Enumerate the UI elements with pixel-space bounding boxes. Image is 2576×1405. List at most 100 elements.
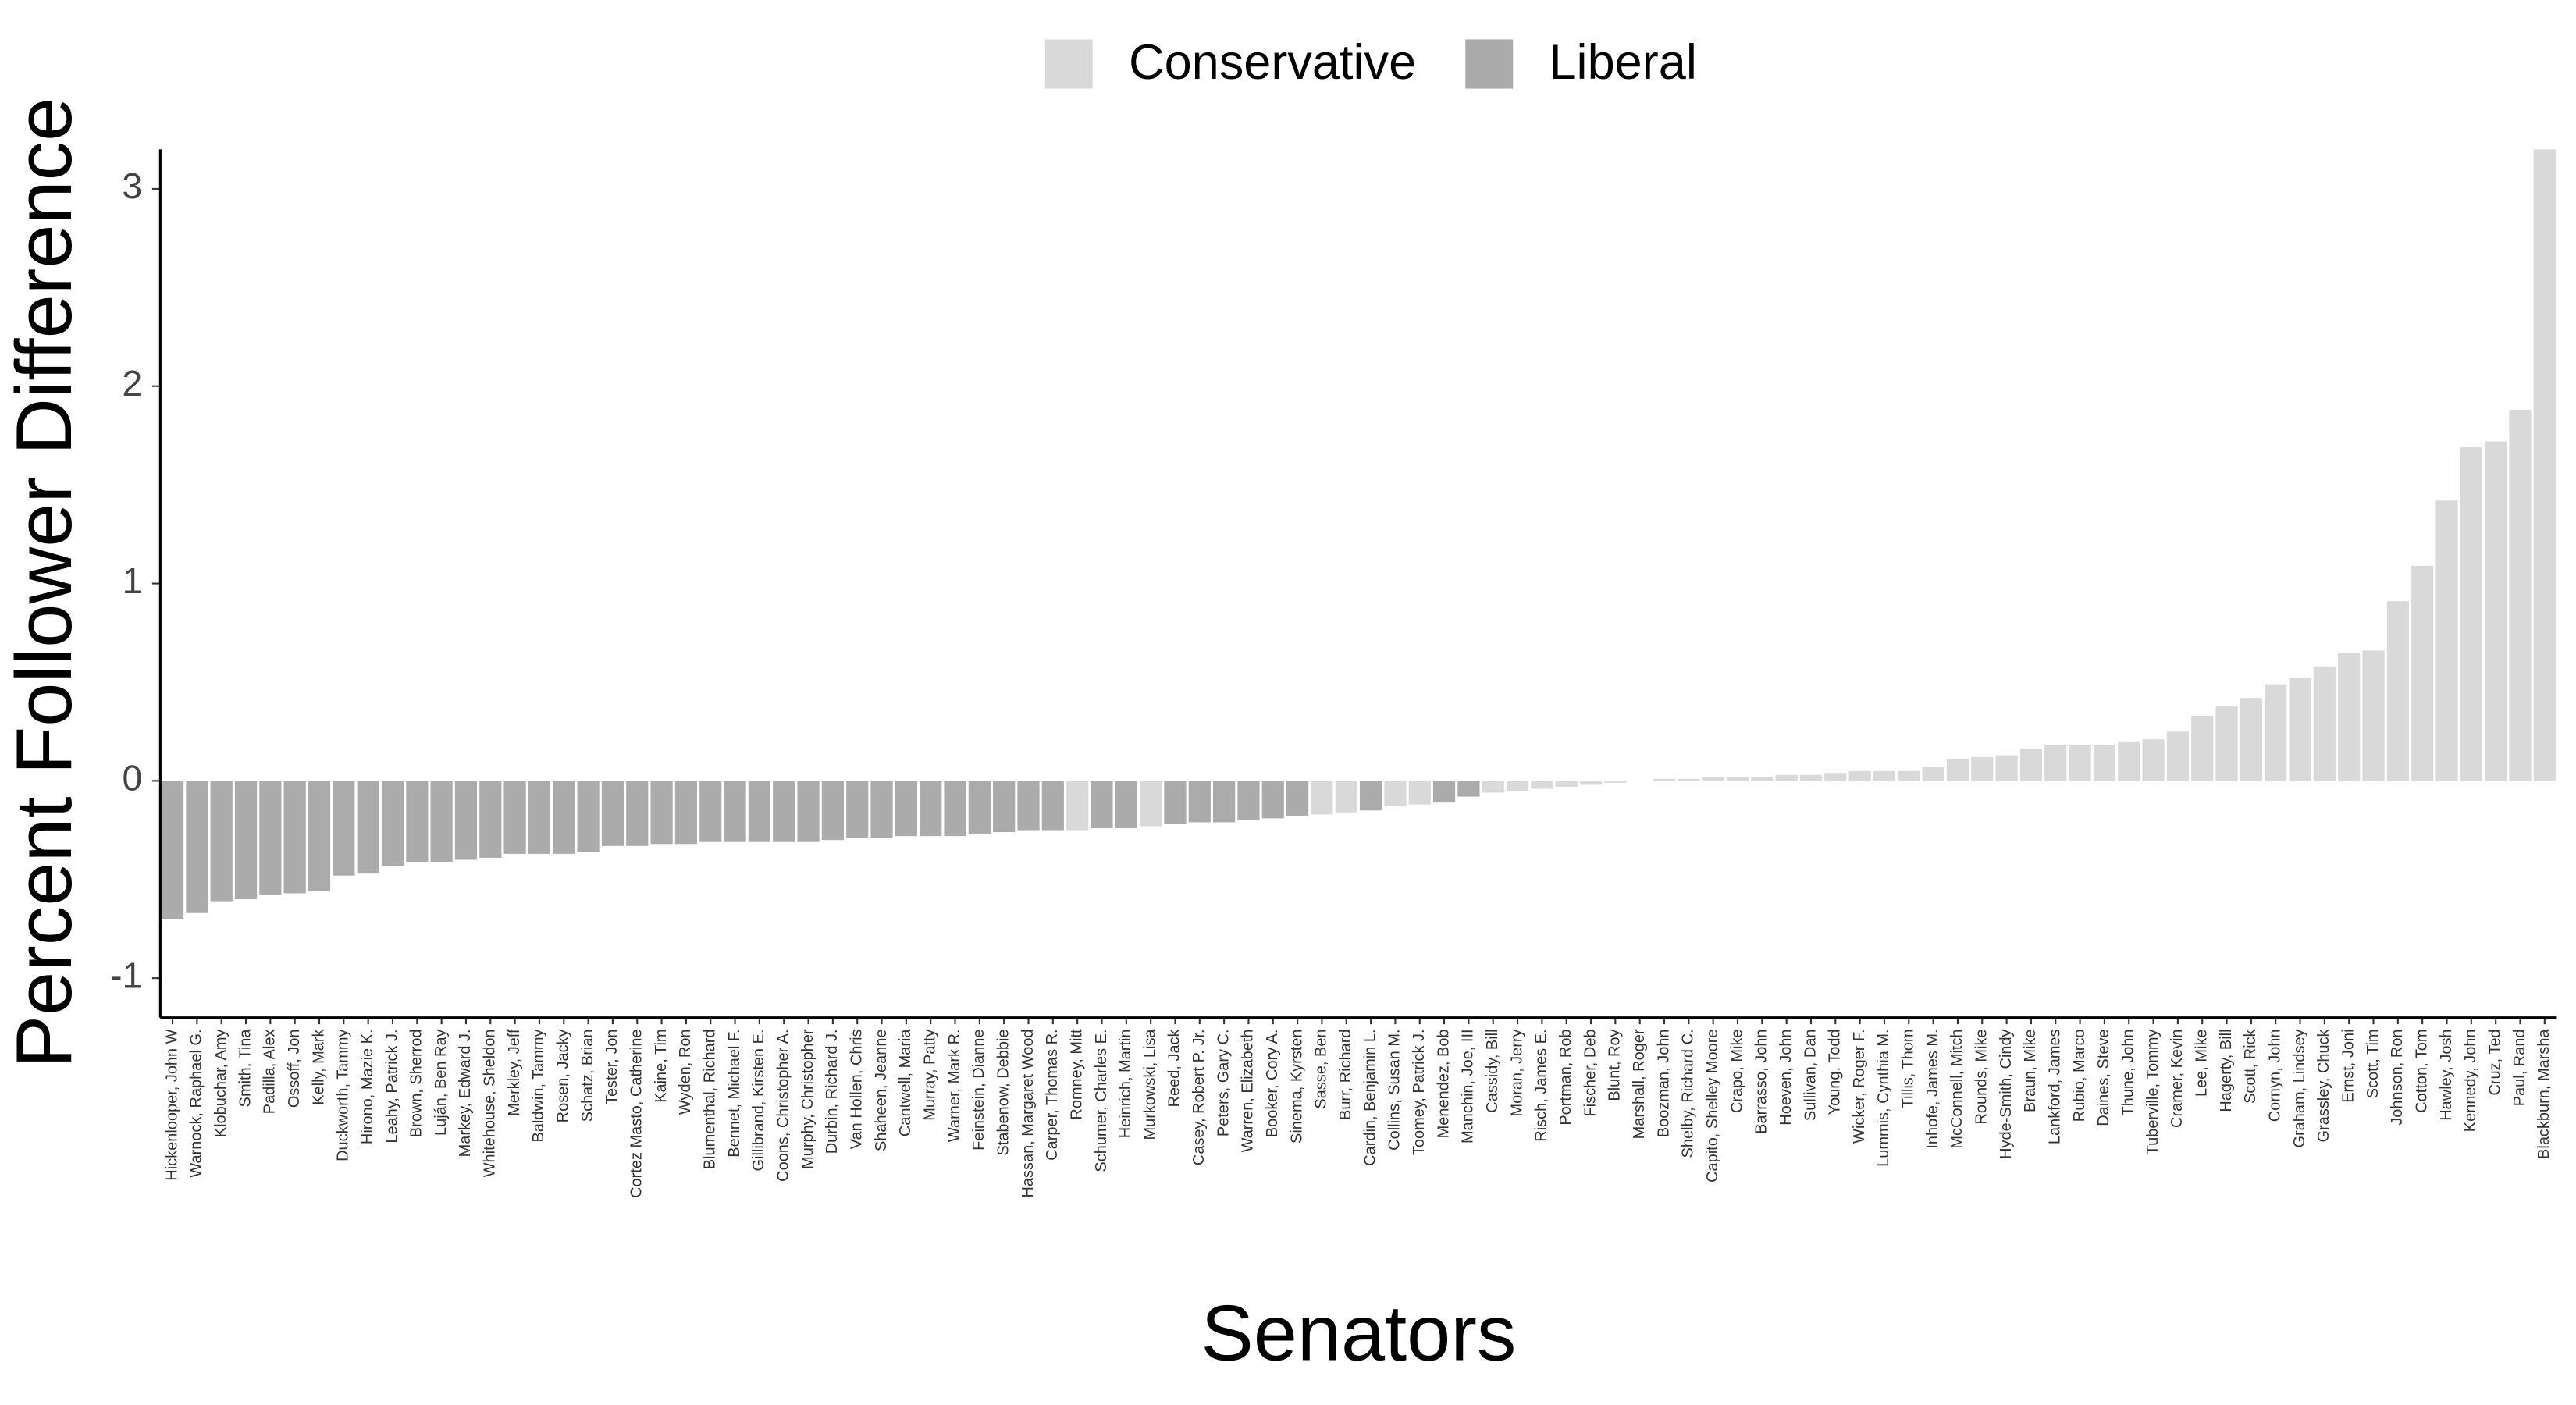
- bar: [1041, 781, 1064, 831]
- x-tick-label: Tester, Jon: [603, 1029, 621, 1104]
- bar: [1335, 781, 1357, 813]
- x-tick-label: Cassidy, Bill: [1484, 1029, 1501, 1112]
- bar: [2338, 653, 2361, 781]
- x-tick-label: Daines, Steve: [2095, 1029, 2112, 1126]
- x-tick-label: Hirono, Mazie K.: [359, 1029, 376, 1144]
- x-tick-label: Moran, Jerry: [1508, 1029, 1525, 1116]
- x-tick-label: Paul, Rand: [2511, 1029, 2528, 1106]
- bar: [2485, 441, 2507, 781]
- x-tick-label: Johnson, Ron: [2389, 1029, 2406, 1125]
- bar: [1579, 781, 1603, 785]
- bar: [1482, 781, 1504, 793]
- bar: [846, 781, 869, 838]
- x-tick-label: Rosen, Jacky: [555, 1029, 572, 1122]
- x-tick-label: Warner, Mark R.: [946, 1029, 963, 1142]
- x-tick-label: Warren, Elizabeth: [1240, 1029, 1257, 1152]
- bar: [1653, 778, 1676, 781]
- bar: [1506, 781, 1529, 791]
- bar: [1726, 777, 1749, 781]
- bar: [2142, 739, 2165, 781]
- x-tick-label: Luján, Ben Ray: [432, 1029, 450, 1136]
- x-tick-label: McConnell, Mitch: [1948, 1029, 1966, 1148]
- x-tick-label: Baldwin, Tammy: [530, 1029, 547, 1142]
- x-tick-label: Romney, Mitt: [1068, 1029, 1085, 1120]
- x-tick-label: Schatz, Brian: [579, 1029, 596, 1122]
- x-tick-label: Cardin, Benjamin L.: [1361, 1029, 1379, 1165]
- bar: [2240, 698, 2262, 781]
- x-tick-label: Graham, Lindsey: [2291, 1029, 2308, 1147]
- x-tick-label: Burr, Richard: [1337, 1029, 1354, 1120]
- bar: [1017, 781, 1040, 831]
- bar: [870, 781, 893, 838]
- bar: [357, 781, 379, 874]
- x-tick-label: Thune, John: [2120, 1029, 2137, 1115]
- x-tick-label: Shelby, Richard C.: [1680, 1029, 1697, 1158]
- x-tick-label: Hyde-Smith, Cindy: [1998, 1029, 2015, 1158]
- x-tick-label: Barrasso, John: [1753, 1029, 1770, 1133]
- bar: [2435, 500, 2458, 781]
- bar: [2191, 715, 2214, 781]
- x-tick-label: Hickenlooper, John W: [163, 1029, 180, 1180]
- bar: [968, 781, 991, 834]
- bar: [1555, 781, 1578, 787]
- bar: [1237, 781, 1260, 820]
- x-tick-label: Stabenow, Debbie: [994, 1029, 1012, 1155]
- bar: [724, 781, 746, 842]
- x-tick-label: Cornyn, John: [2266, 1029, 2283, 1122]
- bar: [1188, 781, 1211, 823]
- bar: [821, 781, 844, 841]
- x-tick-label: Manchin, Joe, III: [1460, 1029, 1477, 1144]
- bar: [2215, 706, 2238, 781]
- bar: [1457, 781, 1480, 797]
- bar: [430, 781, 453, 863]
- x-tick-label: Peters, Gary C.: [1215, 1029, 1232, 1136]
- bar: [283, 781, 306, 894]
- x-tick-label: Whitehouse, Sheldon: [482, 1029, 499, 1177]
- bar: [2386, 601, 2409, 781]
- bar: [2093, 745, 2116, 781]
- bar: [1922, 767, 1944, 781]
- bar: [1678, 778, 1700, 781]
- bar: [2118, 741, 2140, 781]
- x-tick-label: Casey, Robert P. Jr.: [1190, 1029, 1208, 1165]
- bar: [601, 781, 624, 846]
- x-tick-label: Cotton, Tom: [2413, 1029, 2430, 1112]
- bar: [1384, 781, 1407, 807]
- bar: [1751, 777, 1774, 781]
- x-tick-label: Fischer, Deb: [1582, 1029, 1599, 1116]
- x-tick-label: Kelly, Mark: [310, 1028, 327, 1104]
- bar: [650, 781, 673, 845]
- bar: [2265, 684, 2287, 781]
- bar: [333, 781, 355, 876]
- y-tick-label: 3: [123, 165, 143, 206]
- bar: [699, 781, 722, 842]
- bar: [2362, 650, 2385, 781]
- x-tick-label: Shaheen, Jeanne: [873, 1029, 890, 1151]
- x-tick-label: Gillibrand, Kirsten E.: [750, 1029, 767, 1171]
- bar: [1995, 755, 2018, 781]
- bar: [773, 781, 795, 842]
- bar: [797, 781, 820, 842]
- bar: [1824, 773, 1847, 781]
- bar: [2509, 410, 2532, 781]
- bar: [1775, 774, 1798, 781]
- bar: [1164, 781, 1187, 824]
- x-tick-label: Blunt, Roy: [1606, 1029, 1624, 1101]
- x-tick-label: Cramer, Kevin: [2169, 1029, 2186, 1128]
- bar: [1213, 781, 1236, 823]
- bar: [2313, 666, 2336, 781]
- x-tick-label: Duckworth, Tammy: [335, 1029, 352, 1161]
- x-axis-title: Senators: [1201, 1290, 1516, 1378]
- x-tick-label: Scott, Tim: [2364, 1029, 2382, 1098]
- bar: [528, 781, 551, 854]
- bar: [1604, 781, 1627, 783]
- bar: [1359, 781, 1382, 811]
- x-tick-label: Hawley, Josh: [2438, 1029, 2455, 1120]
- x-tick-label: Padilla, Alex: [262, 1029, 279, 1114]
- bar: [503, 781, 526, 854]
- x-tick-label: Cruz, Ted: [2486, 1029, 2503, 1095]
- x-tick-label: Markey, Edward J.: [457, 1029, 474, 1157]
- x-tick-label: Sinema, Kyrsten: [1288, 1029, 1305, 1144]
